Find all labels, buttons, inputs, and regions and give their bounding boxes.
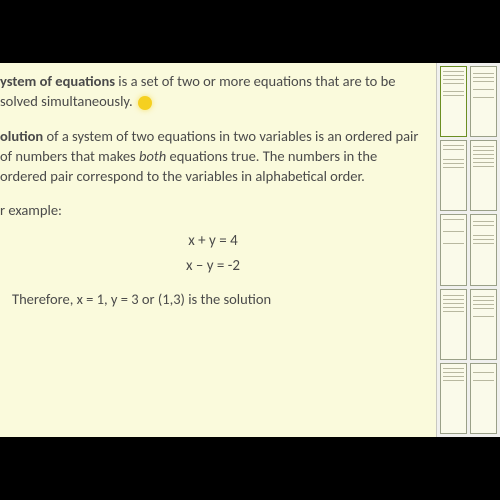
slide-thumbnail[interactable] [440, 363, 467, 434]
letterbox-top [0, 0, 500, 63]
term-system: ystem of equations [0, 72, 115, 90]
thumb-row [440, 140, 497, 211]
definition-system: ystem of equations is a set of two or mo… [0, 71, 426, 112]
equation-1: x + y = 4 [0, 231, 426, 252]
conclusion-text: Therefore, x = 1, y = 3 or (1,3) is the … [0, 289, 426, 309]
slide-thumbnail[interactable] [470, 289, 497, 360]
highlight-cursor-icon [138, 96, 152, 110]
slide-thumbnail[interactable] [470, 140, 497, 211]
letterbox-bottom [0, 437, 500, 500]
slide-thumbnail[interactable] [470, 66, 497, 137]
content-area: ystem of equations is a set of two or mo… [0, 63, 500, 437]
thumb-row [440, 214, 497, 285]
definition-solution: olution of a system of two equations in … [0, 126, 426, 187]
slide-thumbnail[interactable] [440, 289, 467, 360]
thumb-row [440, 363, 497, 434]
term-solution: olution [0, 127, 43, 145]
thumb-row [440, 289, 497, 360]
thumb-row [440, 66, 497, 137]
slide-thumbnail[interactable] [470, 363, 497, 434]
slide-thumbnail-rail [436, 63, 500, 437]
slide-thumbnail[interactable] [470, 214, 497, 285]
slide-thumbnail[interactable] [440, 66, 467, 137]
slide-thumbnail[interactable] [440, 140, 467, 211]
emphasis-both: both [139, 147, 166, 165]
document-main-panel: ystem of equations is a set of two or mo… [0, 63, 436, 437]
equation-2: x – y = -2 [0, 256, 426, 277]
example-label: r example: [0, 200, 426, 220]
slide-thumbnail[interactable] [440, 214, 467, 285]
